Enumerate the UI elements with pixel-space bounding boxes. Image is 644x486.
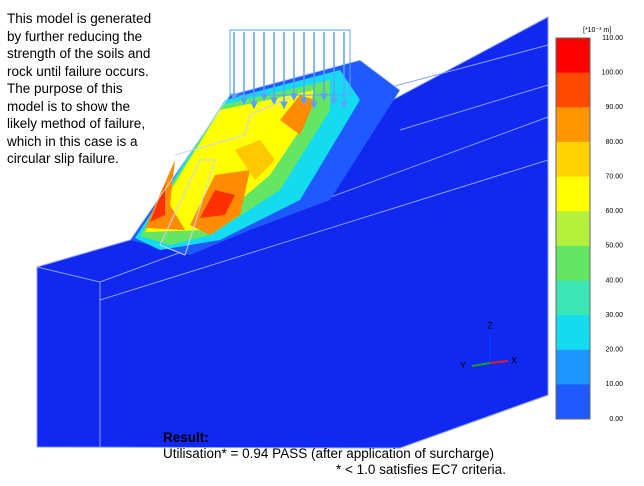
description-line: model is to show the	[7, 98, 151, 116]
description-line: by further reducing the	[7, 28, 151, 46]
description-line: strength of the soils and	[7, 45, 151, 63]
description-line: likely method of failure,	[7, 115, 151, 133]
description-line: rock until failure occurs.	[7, 63, 151, 81]
legend-tick-label: 10.00	[605, 381, 623, 388]
legend-tick-label: 90.00	[605, 104, 623, 111]
legend-tick-label: 60.00	[605, 208, 623, 215]
result-line: Utilisation* = 0.94 PASS (after applicat…	[163, 446, 506, 462]
legend-unit: [*10⁻³ m]	[583, 27, 611, 34]
legend-tick-label: 20.00	[605, 347, 623, 354]
axis-label: Y	[460, 360, 466, 370]
page: 110.00 100.00 90.00 80.00 70.00 60.00 50.00 40.…	[0, 0, 644, 486]
axis-label: X	[511, 355, 517, 365]
legend-band	[556, 280, 590, 315]
legend-band	[556, 38, 590, 73]
legend-band	[556, 142, 590, 177]
legend-tick-label: 100.00	[602, 69, 624, 76]
legend-band	[556, 211, 590, 246]
axis-label: Z	[487, 320, 493, 330]
legend-tick-label: 40.00	[605, 277, 623, 284]
description-line: which in this case is a	[7, 133, 151, 151]
legend-tick-label: 30.00	[605, 312, 623, 319]
description-line: circular slip failure.	[7, 150, 151, 168]
legend-band	[556, 315, 590, 350]
legend-band	[556, 384, 590, 419]
result-title: Result:	[163, 430, 506, 446]
legend-tick-label: 110.00	[602, 35, 623, 42]
result-note: * < 1.0 satisfies EC7 criteria.	[163, 462, 506, 478]
legend-tick-label: 70.00	[605, 173, 623, 180]
legend-tick-label: 0.00	[609, 416, 623, 423]
description-line: This model is generated	[7, 10, 151, 28]
legend-band	[556, 177, 590, 212]
legend-band	[556, 107, 590, 142]
legend-band	[556, 350, 590, 385]
result: Result: Utilisation* = 0.94 PASS (after …	[163, 430, 506, 478]
description-line: The purpose of this	[7, 80, 151, 98]
legend-band	[556, 246, 590, 281]
legend-band	[556, 73, 590, 108]
legend-tick-label: 50.00	[605, 243, 623, 250]
legend: 110.00 100.00 90.00 80.00 70.00 60.00 50.00 40.…	[556, 27, 623, 423]
legend-tick-label: 80.00	[605, 139, 623, 146]
